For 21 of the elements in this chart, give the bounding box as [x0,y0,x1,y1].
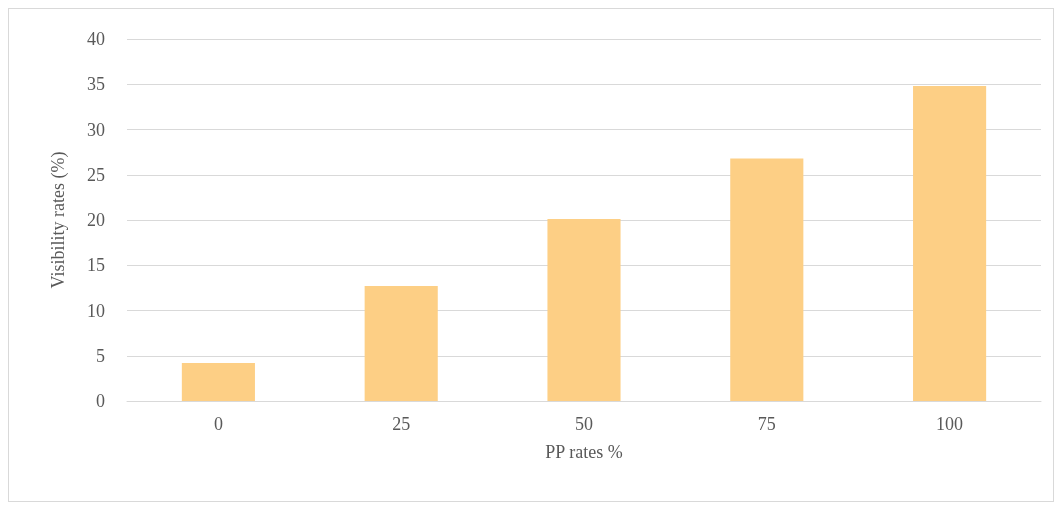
y-tick-label: 20 [87,210,105,230]
y-tick-label: 40 [87,29,105,49]
bar [181,362,255,401]
bar [364,286,438,401]
x-tick-label: 0 [213,414,223,434]
x-tick-label: 50 [575,414,593,434]
bar [913,86,987,401]
x-tick-label: 75 [757,414,776,434]
y-tick-label: 10 [87,300,105,321]
bar [547,219,621,401]
x-tick-label: 100 [936,414,964,434]
bar [730,158,804,401]
y-axis-title: Visibility rates (%) [48,151,69,289]
y-tick-label: 5 [96,345,105,366]
x-axis-title: PP rates % [545,442,623,462]
y-tick-label: 15 [87,255,105,276]
y-tick-label: 30 [87,119,105,140]
x-tick-label: 25 [392,414,411,434]
y-tick-label: 35 [87,74,105,95]
y-tick-label: 0 [96,391,105,411]
y-tick-label: 25 [87,164,105,185]
